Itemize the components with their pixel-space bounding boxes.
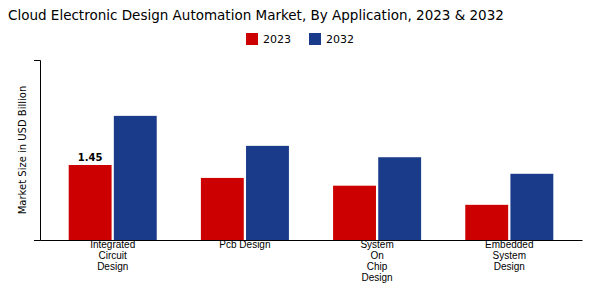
x-tick: SystemOnChipDesign — [360, 239, 393, 283]
bar — [510, 174, 553, 240]
bar-series — [114, 116, 553, 240]
x-tick-label: Pcb Design — [219, 239, 270, 250]
legend-item: 2023 — [246, 33, 291, 46]
legend: 2023 2032 — [246, 33, 354, 46]
x-tick-label: EmbeddedSystemDesign — [485, 239, 533, 272]
annotation: 1.45 — [78, 152, 103, 163]
y-axis-title: Market Size in USD Billion — [17, 86, 28, 215]
legend-label: 2032 — [326, 33, 354, 46]
bar — [114, 116, 157, 240]
bar — [246, 146, 289, 240]
x-tick-label: SystemOnChipDesign — [360, 239, 393, 283]
title: Cloud Electronic Design Automation Marke… — [8, 7, 504, 23]
chart: IntegratedCircuitDesign Pcb Design SystemO… — [0, 0, 600, 300]
bars — [69, 116, 554, 240]
legend-swatch — [309, 33, 321, 45]
bar — [69, 165, 112, 240]
x-tick-label: IntegratedCircuitDesign — [90, 239, 135, 272]
x-axis: IntegratedCircuitDesign Pcb Design SystemO… — [41, 239, 583, 283]
bar — [378, 157, 421, 240]
bar — [465, 205, 508, 240]
y-axis — [34, 61, 41, 241]
legend-item: 2032 — [309, 33, 354, 46]
legend-label: 2023 — [263, 33, 291, 46]
bar — [333, 186, 376, 240]
y-axis-line — [34, 61, 41, 241]
legend-swatch — [246, 33, 258, 45]
x-tick: EmbeddedSystemDesign — [485, 239, 533, 272]
x-tick: Pcb Design — [219, 239, 270, 250]
x-tick: IntegratedCircuitDesign — [90, 239, 135, 272]
bar — [201, 178, 244, 240]
